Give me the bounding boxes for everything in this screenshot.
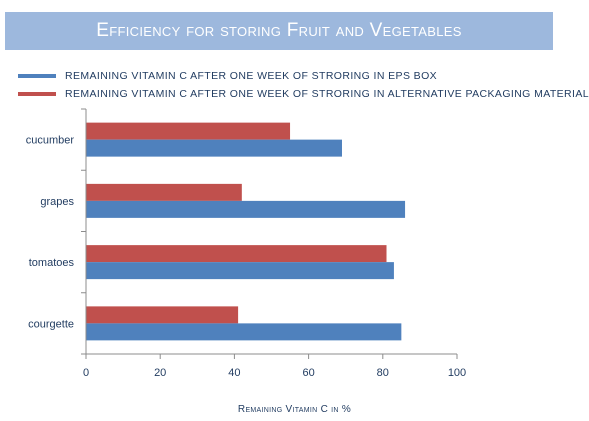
bar-eps-grapes [86, 200, 406, 218]
bar-alternative-grapes [86, 183, 242, 201]
bar-eps-tomatoes [86, 262, 394, 280]
x-tick-label-20: 20 [154, 367, 166, 379]
bar-eps-courgette [86, 323, 402, 341]
legend-swatch-eps [18, 74, 56, 78]
category-label-tomatoes: tomatoes [29, 257, 75, 269]
legend-label-eps: REMAINING VITAMIN C AFTER ONE WEEK OF ST… [65, 70, 438, 82]
bar-eps-cucumber [86, 139, 342, 157]
x-tick-label-100: 100 [448, 367, 466, 379]
x-tick-label-80: 80 [377, 367, 389, 379]
chart-title: Efficiency for storing Fruit and Vegetab… [96, 20, 462, 41]
bar-alternative-cucumber [86, 122, 291, 140]
x-tick-label-40: 40 [228, 367, 240, 379]
x-axis-title: Remaining Vitamin C in % [237, 404, 352, 415]
x-tick-label-60: 60 [302, 367, 314, 379]
bar-alternative-tomatoes [86, 245, 387, 263]
x-tick-label-0: 0 [83, 367, 89, 379]
legend-swatch-alternative [18, 92, 56, 96]
category-label-grapes: grapes [40, 196, 74, 208]
legend: REMAINING VITAMIN C AFTER ONE WEEK OF ST… [18, 67, 589, 103]
legend-label-alternative: REMAINING VITAMIN C AFTER ONE WEEK OF ST… [65, 88, 589, 100]
legend-item-eps: REMAINING VITAMIN C AFTER ONE WEEK OF ST… [18, 67, 589, 85]
bar-alternative-courgette [86, 306, 239, 324]
category-label-cucumber: cucumber [26, 135, 75, 147]
category-label-courgette: courgette [28, 318, 74, 330]
chart-title-banner: Efficiency for storing Fruit and Vegetab… [5, 12, 553, 50]
legend-item-alternative: REMAINING VITAMIN C AFTER ONE WEEK OF ST… [18, 85, 589, 103]
